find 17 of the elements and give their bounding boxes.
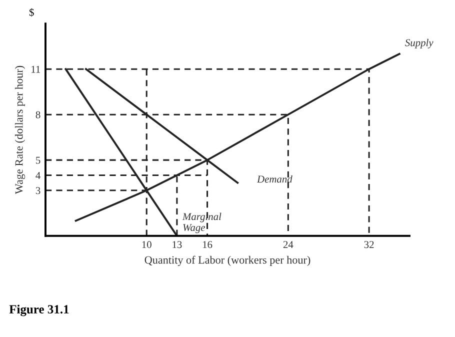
series-label: Marginal Wage xyxy=(182,212,222,234)
series-label: Demand xyxy=(256,175,292,183)
caption: Figure 31.1 xyxy=(9,304,69,316)
x-tick-label: 16 xyxy=(202,241,212,248)
y-tick-label: 3 xyxy=(36,187,40,194)
text: $ xyxy=(29,8,34,17)
x-axis-title: Quantity of Labor (workers per hour) xyxy=(144,256,310,266)
series-label: Supply xyxy=(405,38,434,48)
y-tick-label: 5 xyxy=(36,156,40,164)
y-tick-label: 4 xyxy=(36,172,40,179)
x-tick-label: 24 xyxy=(283,241,294,248)
y-axis-title: Wage Rate (dollars per hour) xyxy=(14,66,26,194)
y-tick-label: 11 xyxy=(32,66,40,73)
y-tick-label: 8 xyxy=(36,111,40,118)
x-tick-label: 10 xyxy=(142,241,152,248)
x-tick-label: 13 xyxy=(172,241,182,248)
x-tick-label: 32 xyxy=(364,241,374,248)
